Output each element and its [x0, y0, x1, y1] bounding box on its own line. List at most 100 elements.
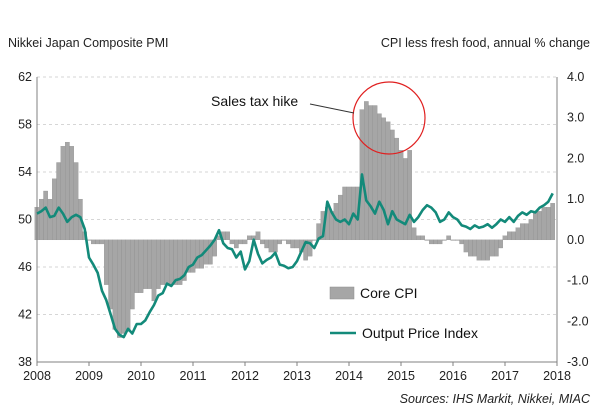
- core-cpi-bar: [138, 239, 144, 293]
- core-cpi-bar: [546, 207, 551, 241]
- core-cpi-bar: [56, 162, 61, 241]
- core-cpi-bar: [416, 235, 421, 241]
- x-tick-label: 2017: [491, 369, 519, 383]
- core-cpi-bar: [446, 235, 451, 241]
- core-cpi-bar: [229, 239, 235, 245]
- legend: Core CPI Output Price Index: [329, 285, 478, 341]
- x-tick-label: 2009: [75, 369, 103, 383]
- core-cpi-bar: [368, 105, 373, 241]
- core-cpi-bar: [411, 227, 417, 241]
- core-cpi-bar: [515, 227, 521, 241]
- core-cpi-bar: [455, 239, 460, 241]
- core-cpi-bar: [498, 239, 503, 249]
- core-cpi-bar: [342, 186, 347, 241]
- annotation-pointer: [309, 103, 355, 114]
- left-tick-label: 62: [18, 70, 32, 84]
- core-cpi-bar: [489, 239, 495, 257]
- right-axis-title: CPI less fresh food, annual % change: [380, 36, 590, 50]
- x-tick-label: 2015: [387, 369, 415, 383]
- core-cpi-bar: [255, 231, 261, 241]
- core-cpi-bar: [147, 239, 152, 289]
- core-cpi-bar: [372, 105, 378, 241]
- core-cpi-bar: [494, 239, 499, 257]
- core-cpi-bar: [520, 223, 525, 241]
- core-cpi-bar: [47, 198, 53, 241]
- core-cpi-bar: [390, 129, 395, 241]
- x-tick-label: 2014: [335, 369, 363, 383]
- core-cpi-bar: [121, 239, 126, 334]
- x-tick-label: 2010: [127, 369, 155, 383]
- core-cpi-bar: [507, 231, 512, 241]
- left-axis-title: Nikkei Japan Composite PMI: [8, 36, 169, 50]
- core-cpi-bar: [398, 150, 404, 241]
- core-cpi-bar: [294, 239, 300, 249]
- core-cpi-bar: [169, 239, 174, 285]
- right-tick-label: -1.0: [567, 274, 589, 288]
- core-cpi-bar: [541, 207, 547, 241]
- source-note: Sources: IHS Markit, Nikkei, MIAC: [399, 392, 590, 406]
- core-cpi-bar: [264, 239, 269, 249]
- annotation-text: Sales tax hike: [211, 93, 298, 109]
- core-cpi-bar: [433, 239, 438, 245]
- core-cpi-bar: [381, 117, 386, 241]
- core-cpi-bar: [99, 239, 105, 245]
- core-cpi-bar: [550, 203, 555, 241]
- left-tick-label: 50: [18, 213, 32, 227]
- core-cpi-bar: [73, 162, 79, 241]
- core-cpi-bar: [104, 239, 109, 285]
- core-cpi-bar: [273, 239, 278, 253]
- core-cpi-bar: [437, 239, 443, 245]
- core-cpi-bar: [125, 239, 131, 330]
- core-cpi-bar: [173, 239, 178, 285]
- legend-swatch-core-cpi: [329, 286, 355, 300]
- annotation-group: Sales tax hike: [211, 81, 426, 155]
- core-cpi-bar: [130, 239, 135, 310]
- left-tick-label: 42: [18, 308, 32, 322]
- core-cpi-bar: [312, 239, 317, 241]
- legend-label-core-cpi: Core CPI: [360, 285, 418, 301]
- core-cpi-bar: [195, 239, 200, 269]
- core-cpi-bar: [281, 239, 287, 241]
- core-cpi-bar: [502, 235, 508, 241]
- core-cpi-bar: [52, 178, 57, 241]
- left-tick-label: 54: [18, 165, 32, 179]
- core-cpi-bar: [117, 239, 122, 338]
- right-tick-label: -3.0: [567, 355, 589, 369]
- core-cpi-bar: [95, 239, 100, 245]
- core-cpi-bar: [511, 231, 516, 241]
- core-cpi-bar: [112, 239, 118, 330]
- core-cpi-bar: [463, 239, 469, 253]
- core-cpi-bar: [60, 146, 66, 241]
- core-cpi-bar: [468, 239, 473, 257]
- right-tick-label: 3.0: [567, 111, 584, 125]
- core-cpi-bar: [234, 239, 239, 249]
- core-cpi-bar: [472, 239, 477, 257]
- core-cpi-bar: [528, 219, 534, 241]
- sales-tax-circle: [352, 81, 426, 155]
- core-cpi-bar: [364, 101, 369, 241]
- core-cpi-bar: [286, 239, 291, 245]
- core-cpi-bar: [450, 239, 456, 241]
- x-tick-label: 2018: [543, 369, 571, 383]
- x-tick-label: 2011: [180, 369, 207, 383]
- core-cpi-bar: [537, 211, 542, 241]
- legend-label-output-price: Output Price Index: [362, 325, 478, 341]
- core-cpi-bar: [442, 239, 447, 241]
- axes: [36, 77, 558, 366]
- right-tick-label: 0.0: [567, 233, 584, 247]
- left-tick-label: 58: [18, 118, 32, 132]
- core-cpi-bar: [338, 194, 343, 241]
- core-cpi-bar: [481, 239, 486, 261]
- right-tick-label: 1.0: [567, 192, 584, 206]
- core-cpi-bar: [134, 239, 139, 293]
- core-cpi-bar: [65, 141, 70, 241]
- core-cpi-bar: [429, 239, 434, 245]
- core-cpi-bar: [156, 239, 161, 289]
- core-cpi-bar: [164, 239, 170, 285]
- core-cpi-bar: [346, 186, 352, 241]
- tick-labels: 38 42 46 50 54 58 62 -3.0 -2.0 -1.0 0.0 1.0 2.0 3.0 4.…: [18, 70, 588, 383]
- core-cpi-bar: [225, 231, 230, 241]
- core-cpi-bar: [39, 198, 44, 241]
- core-cpi-bars: [34, 101, 555, 338]
